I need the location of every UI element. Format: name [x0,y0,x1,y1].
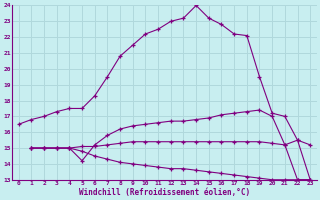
X-axis label: Windchill (Refroidissement éolien,°C): Windchill (Refroidissement éolien,°C) [79,188,250,197]
